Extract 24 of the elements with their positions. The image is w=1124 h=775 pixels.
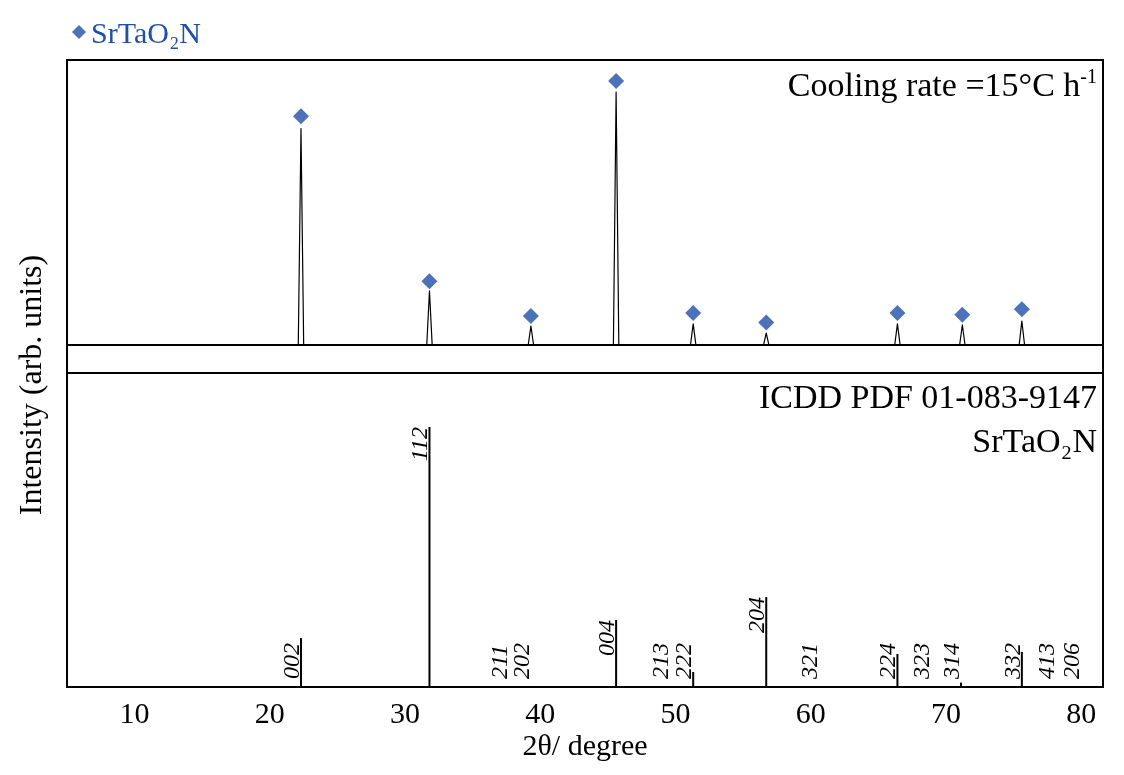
x-axis-title: 2θ/ degree xyxy=(522,727,648,761)
annotation: SrTaO₂N xyxy=(972,421,1098,459)
annotation: 321 xyxy=(795,643,822,680)
annotation: 004 xyxy=(593,619,620,656)
annotation: 002 xyxy=(277,643,304,679)
y-axis-title: Intensity (arb. units) xyxy=(12,254,48,516)
annotation: 332 xyxy=(998,643,1025,680)
x-tick-label: 20 xyxy=(254,695,285,729)
x-tick-label: 70 xyxy=(931,695,962,729)
x-tick-label: 30 xyxy=(390,695,421,729)
annotation: 224 xyxy=(874,643,901,679)
annotation: 112 xyxy=(406,427,433,462)
text: ICDD PDF 01-083-9147 xyxy=(758,377,1097,415)
annotation: 206 xyxy=(1058,643,1085,679)
legend-label: SrTaO₂N xyxy=(91,15,202,49)
x-tick-label: 60 xyxy=(795,695,826,729)
x-tick-label: 10 xyxy=(119,695,150,729)
annotation: 314 xyxy=(937,643,964,680)
annotation: 413 xyxy=(1032,643,1059,679)
annotation: 323 xyxy=(908,643,935,680)
x-tick-label: 50 xyxy=(660,695,691,729)
x-tick-label: 40 xyxy=(525,695,556,729)
annotation: 204 xyxy=(743,597,770,634)
x-tick-label: 80 xyxy=(1066,695,1097,729)
